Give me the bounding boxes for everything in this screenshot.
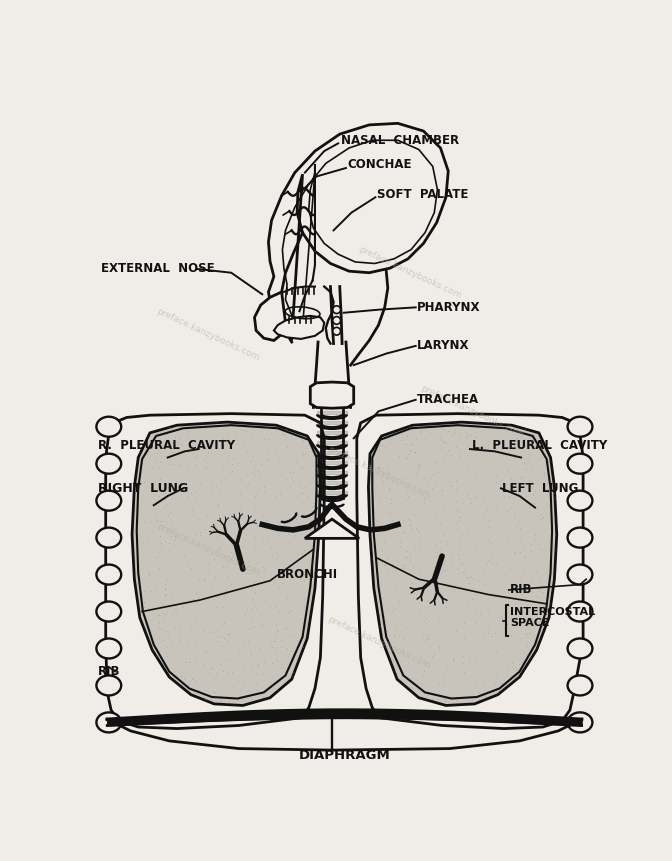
Ellipse shape	[568, 491, 593, 511]
Polygon shape	[268, 123, 448, 338]
Text: INTERCOSTAL
SPACE: INTERCOSTAL SPACE	[510, 607, 595, 629]
Text: TRACHEA: TRACHEA	[417, 393, 479, 406]
Text: preface.kanzybooks.com: preface.kanzybooks.com	[326, 445, 431, 501]
Text: NASAL  CHAMBER: NASAL CHAMBER	[341, 133, 460, 146]
Ellipse shape	[568, 565, 593, 585]
Text: RIB: RIB	[98, 665, 120, 678]
Polygon shape	[310, 382, 353, 408]
Text: preface.kanzybooks.com: preface.kanzybooks.com	[155, 522, 261, 578]
Polygon shape	[106, 413, 325, 728]
Text: preface.kanzybooks.com: preface.kanzybooks.com	[155, 307, 261, 362]
Text: R.  PLEURAL  CAVITY: R. PLEURAL CAVITY	[98, 439, 235, 453]
Ellipse shape	[568, 712, 593, 733]
Polygon shape	[274, 316, 325, 339]
Ellipse shape	[96, 491, 121, 511]
Circle shape	[333, 317, 341, 325]
Ellipse shape	[96, 602, 121, 622]
Circle shape	[333, 327, 341, 335]
Ellipse shape	[96, 712, 121, 733]
Text: PHARYNX: PHARYNX	[417, 300, 480, 314]
Text: RIGHT  LUNG: RIGHT LUNG	[98, 482, 188, 495]
Ellipse shape	[96, 454, 121, 474]
Ellipse shape	[96, 528, 121, 548]
Text: L.  PLEURAL  CAVITY: L. PLEURAL CAVITY	[472, 439, 607, 453]
Polygon shape	[357, 413, 583, 728]
Ellipse shape	[568, 675, 593, 696]
Ellipse shape	[568, 417, 593, 437]
Ellipse shape	[96, 639, 121, 659]
Text: CONCHAE: CONCHAE	[347, 158, 412, 171]
Text: RIB: RIB	[510, 584, 533, 597]
Text: EXTERNAL  NOSE: EXTERNAL NOSE	[101, 263, 214, 276]
Ellipse shape	[568, 639, 593, 659]
Ellipse shape	[96, 565, 121, 585]
Ellipse shape	[568, 602, 593, 622]
Text: LARYNX: LARYNX	[417, 339, 470, 352]
Text: LEFT  LUNG: LEFT LUNG	[503, 482, 579, 495]
Ellipse shape	[96, 417, 121, 437]
Polygon shape	[368, 422, 556, 705]
Text: preface.kanzybooks.com: preface.kanzybooks.com	[419, 383, 524, 439]
Text: preface.kanzybooks.com: preface.kanzybooks.com	[326, 615, 431, 670]
Polygon shape	[132, 422, 321, 705]
Text: BRONCHI: BRONCHI	[277, 568, 338, 581]
Text: SOFT  PALATE: SOFT PALATE	[377, 188, 468, 201]
Text: preface.kanzybooks.com: preface.kanzybooks.com	[357, 245, 462, 300]
Ellipse shape	[568, 454, 593, 474]
Ellipse shape	[96, 675, 121, 696]
Circle shape	[333, 306, 341, 313]
Text: DIAPHRAGM: DIAPHRAGM	[298, 749, 390, 762]
Polygon shape	[305, 519, 359, 538]
Polygon shape	[255, 292, 286, 340]
Ellipse shape	[568, 528, 593, 548]
